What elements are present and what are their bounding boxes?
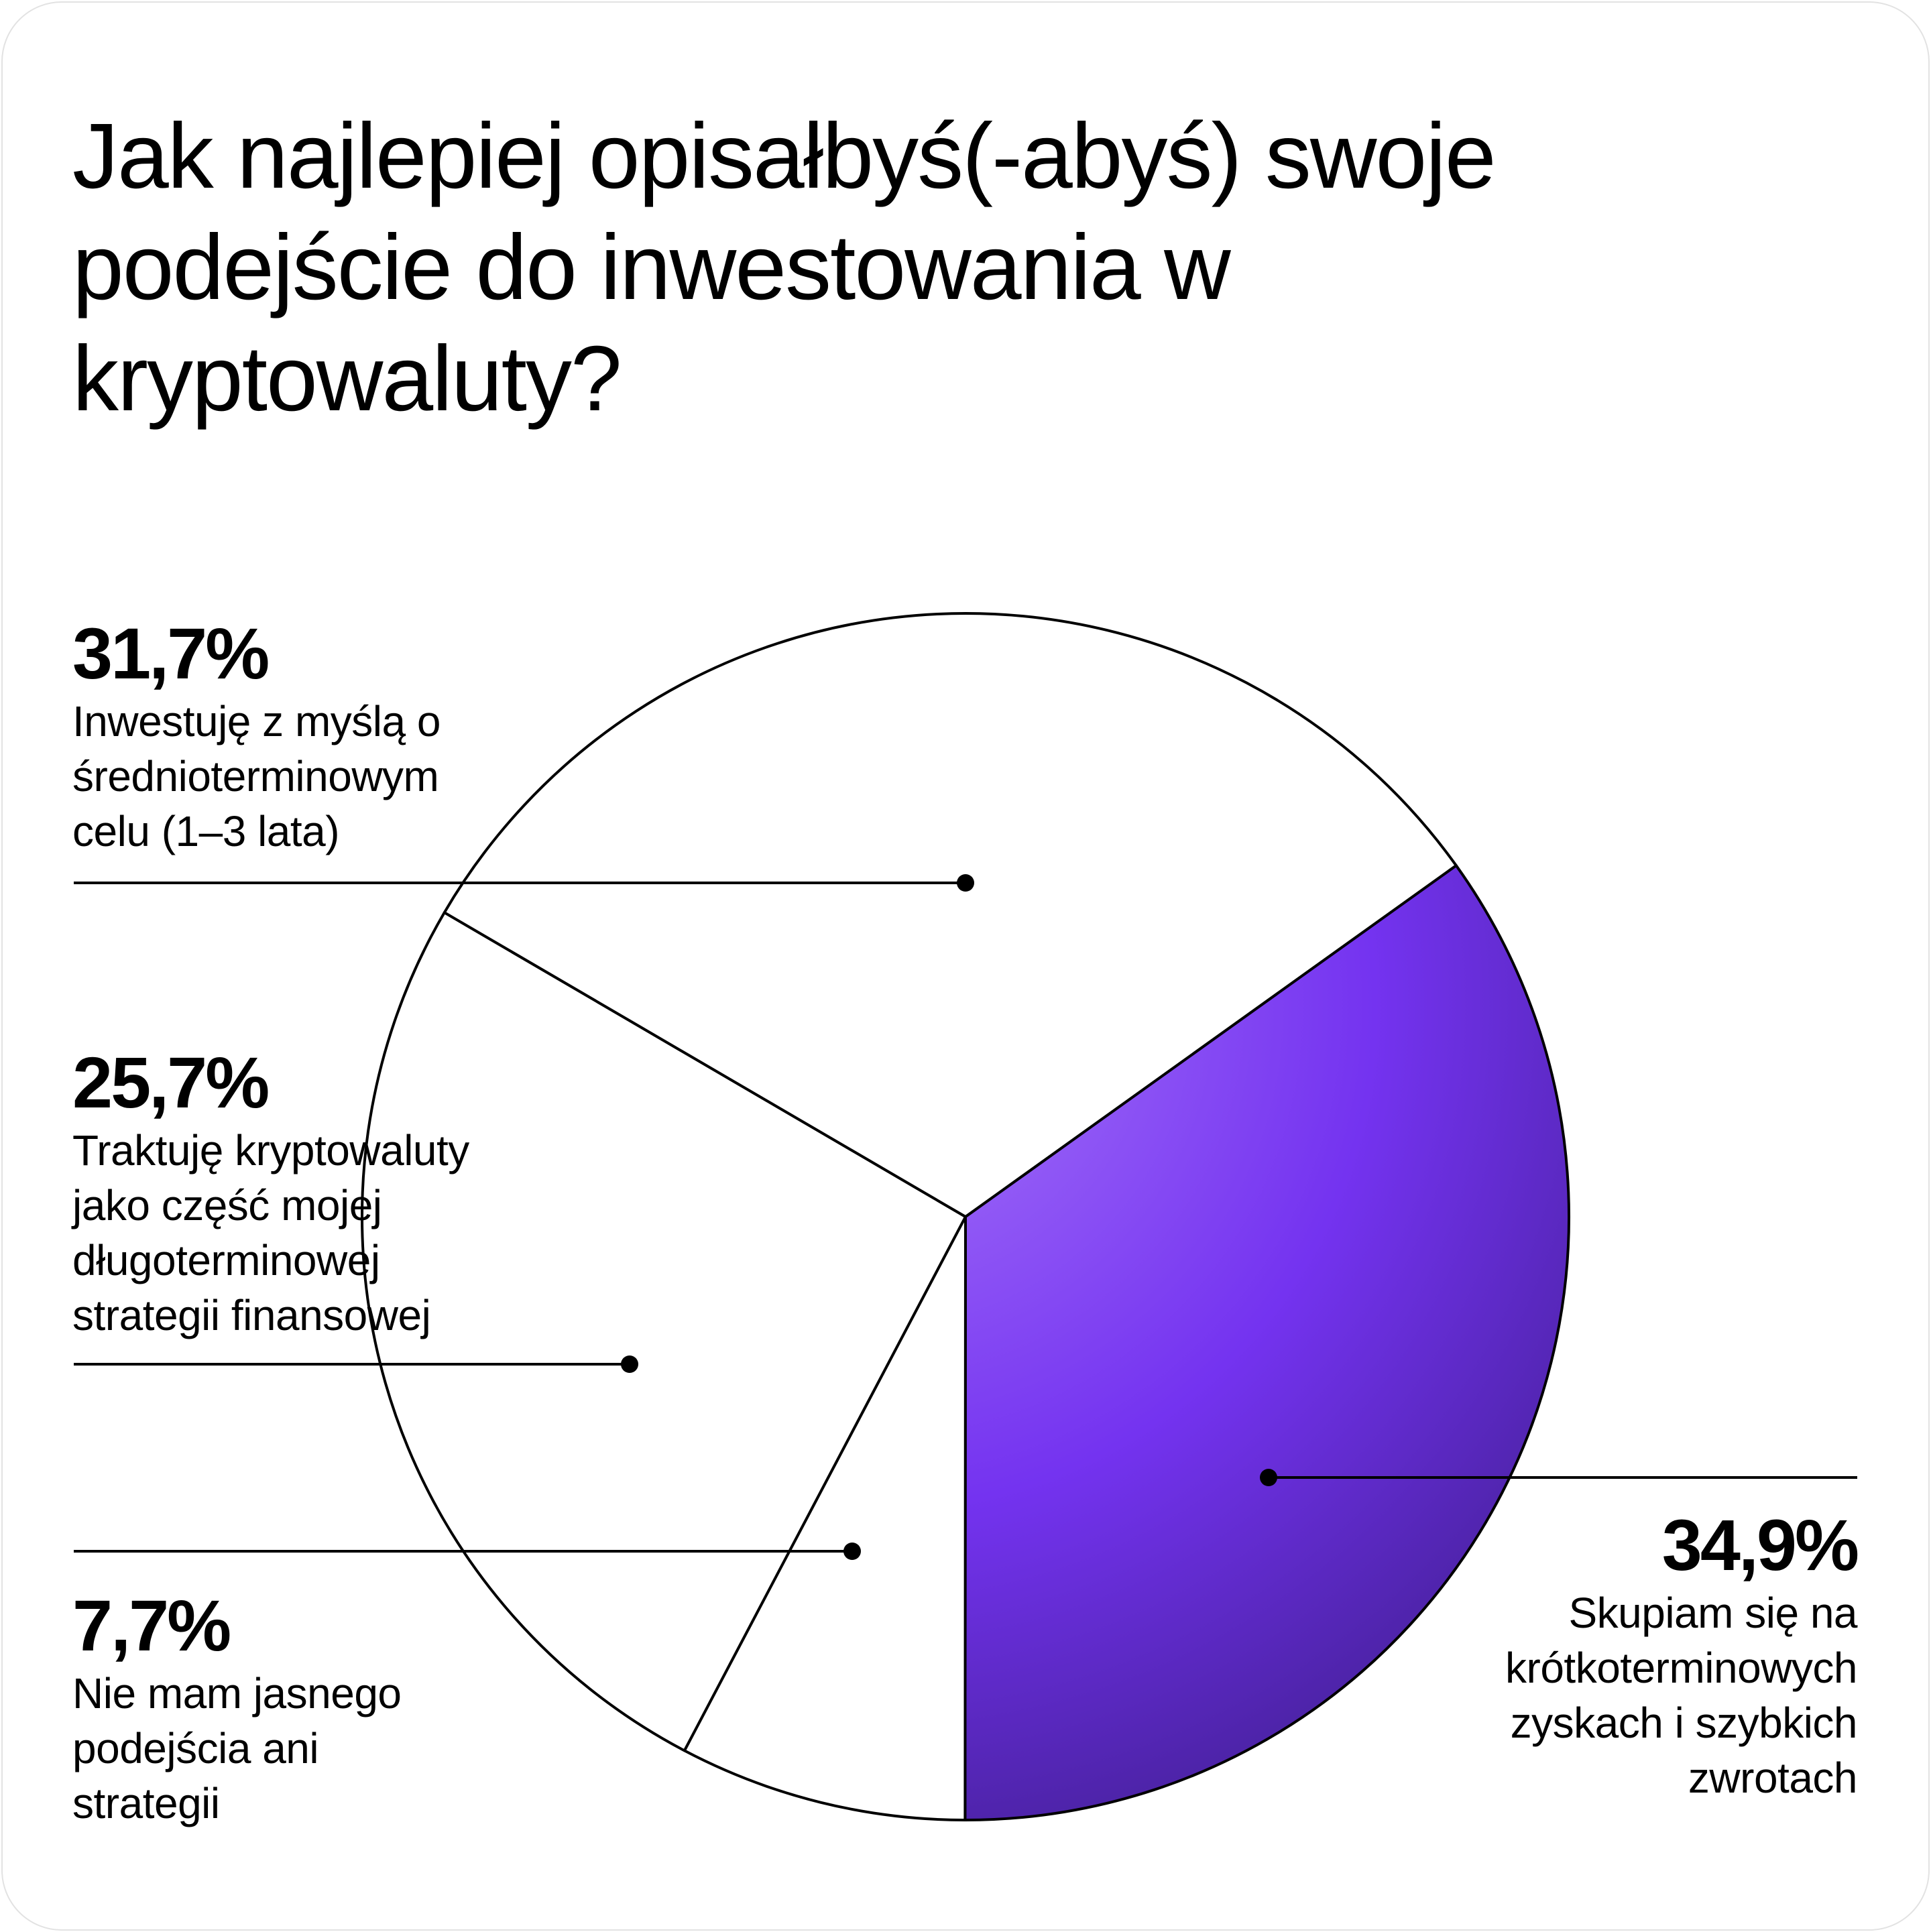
label-slice-31-7: 31,7% Inwestuję z myślą o średniotermino… (72, 613, 441, 859)
slice-description: Skupiam się na krótkoterminowych zyskach… (1505, 1589, 1858, 1802)
slice-percent: 31,7% (72, 613, 270, 694)
leader-31-7-dot (957, 874, 974, 892)
pie-slice-25-7 (361, 911, 967, 1752)
chart-title: Jak najlepiej opisałbyś(-abyś) swoje pod… (72, 105, 1497, 430)
slice-percent: 25,7% (72, 1042, 270, 1123)
slice-percent: 7,7% (72, 1585, 231, 1666)
leader-7-7-dot (843, 1543, 861, 1560)
label-slice-34-9: 34,9% Skupiam się na krótkoterminowych z… (1505, 1504, 1859, 1805)
label-slice-25-7: 25,7% Traktuję kryptowaluty jako część m… (72, 1042, 469, 1343)
pie-slice-31-7 (443, 612, 1458, 1218)
leader-25-7-dot (621, 1355, 638, 1373)
slice-percent: 34,9% (1661, 1504, 1859, 1585)
slice-description: Inwestuję z myślą o średnioterminowym ce… (72, 697, 441, 855)
pie-slice-7-7 (683, 1215, 967, 1821)
label-slice-7-7: 7,7% Nie mam jasnego podejścia ani strat… (72, 1585, 402, 1831)
slice-description: Traktuję kryptowaluty jako część mojej d… (72, 1126, 469, 1339)
slice-description: Nie mam jasnego podejścia ani strategii (72, 1669, 402, 1827)
leader-34-9-dot (1260, 1469, 1277, 1486)
pie-slice-34-9 (963, 864, 1570, 1821)
